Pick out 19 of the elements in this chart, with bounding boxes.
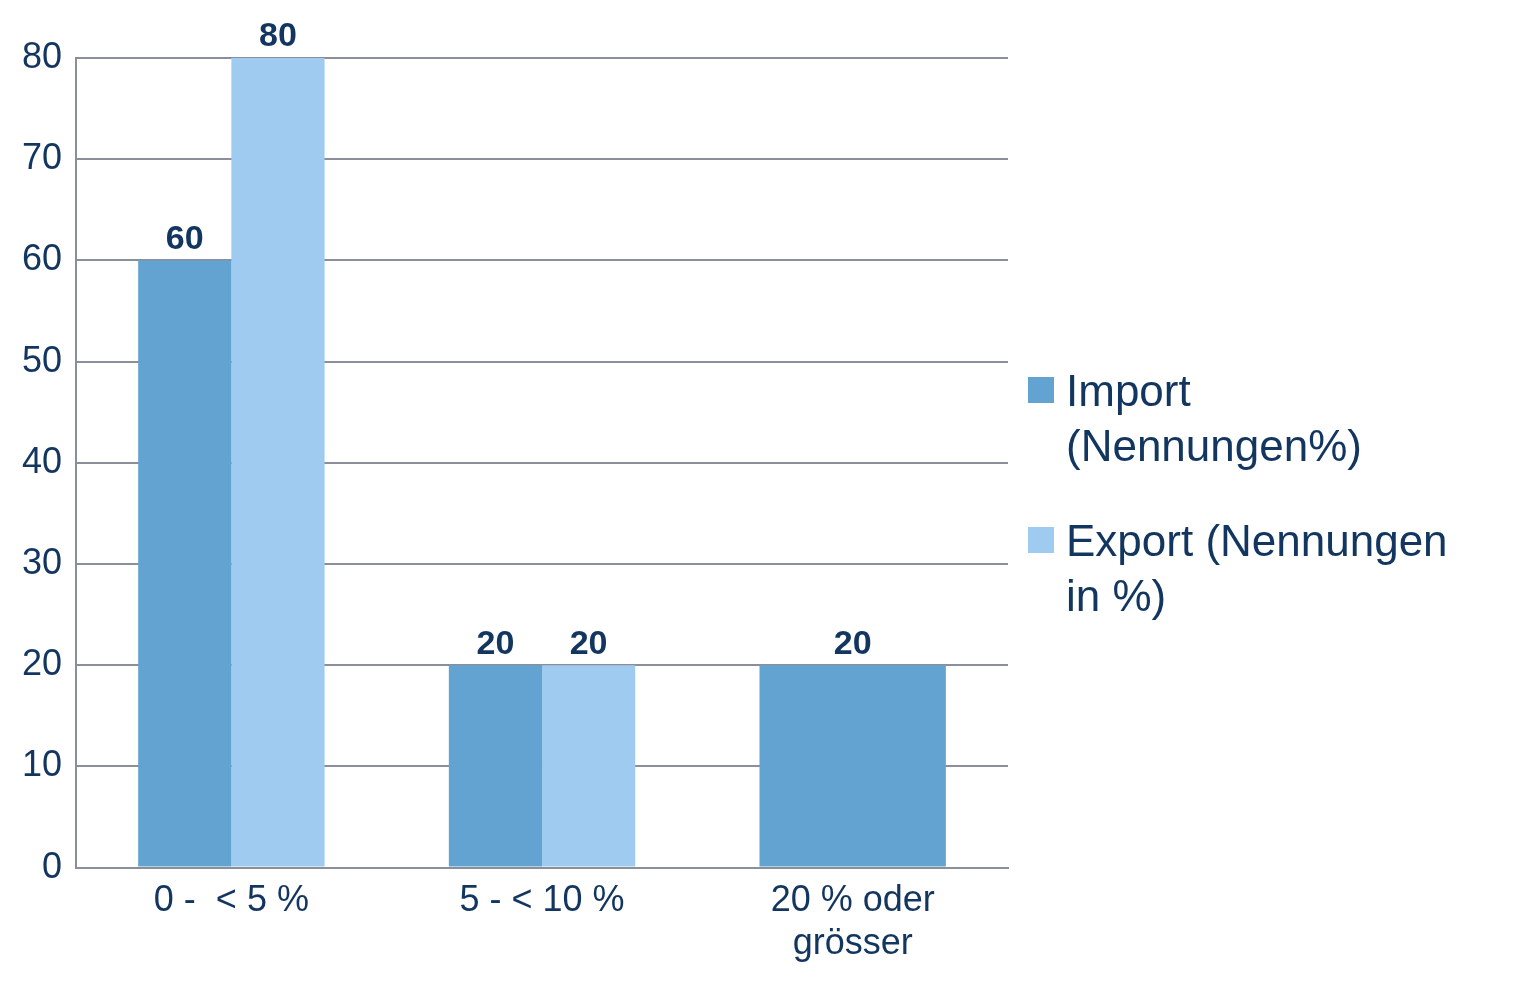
y-tick-label: 80 <box>22 34 63 76</box>
y-tick-label: 70 <box>22 136 63 178</box>
y-tick-label: 40 <box>22 439 63 481</box>
y-tick-label: 20 <box>22 642 63 684</box>
y-tick-label: 60 <box>22 237 63 279</box>
x-tick-label: 0 - < 5 % <box>153 878 309 920</box>
data-label: 60 <box>165 217 204 256</box>
y-tick-label: 30 <box>22 540 63 582</box>
legend-label: Import (Nennungen%) <box>1066 365 1363 472</box>
y-tick-label: 50 <box>22 338 63 380</box>
y-tick-label: 10 <box>22 743 63 785</box>
legend-label: Export (Nennungen in %) <box>1066 515 1449 622</box>
data-label: 80 <box>259 15 297 54</box>
data-label: 20 <box>569 622 608 661</box>
x-tick-label: 5 - < 10 % <box>459 878 625 920</box>
data-label: 20 <box>833 622 872 661</box>
data-label: 20 <box>476 622 515 661</box>
y-tick-label: 0 <box>42 844 63 886</box>
x-tick-label: 20 % oder grösser <box>770 878 935 963</box>
